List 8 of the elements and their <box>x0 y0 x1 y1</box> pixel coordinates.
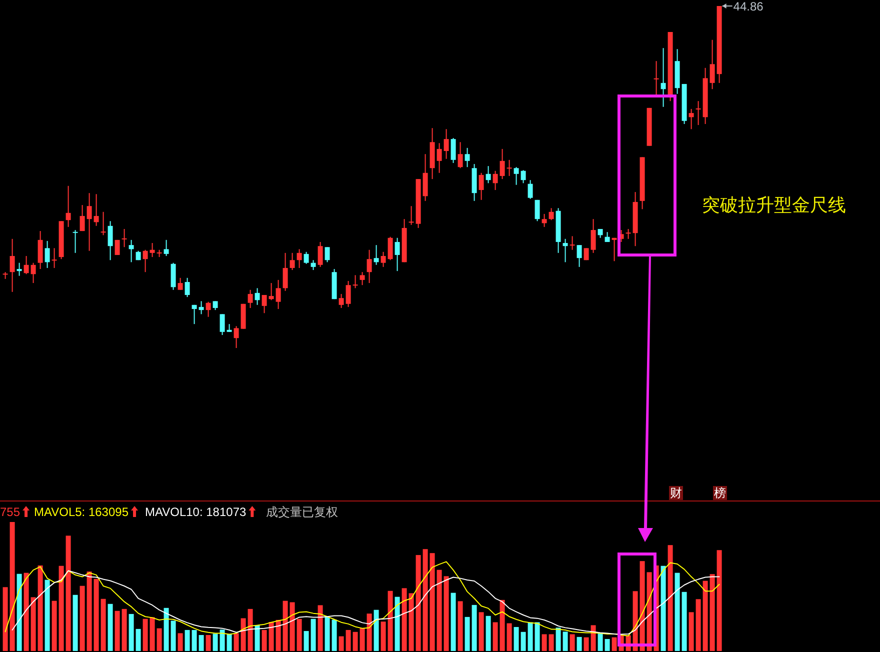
annotation: 突破拉升型金尺线 <box>702 195 846 215</box>
text: 榜 <box>714 486 726 500</box>
text: 44.86 <box>733 0 764 14</box>
text: 财 <box>670 486 682 500</box>
text: 755 <box>0 505 20 519</box>
text: 成交量已复权 <box>266 505 338 519</box>
text: MAVOL10: 181073 <box>145 505 247 519</box>
text: MAVOL5: 163095 <box>34 505 129 519</box>
